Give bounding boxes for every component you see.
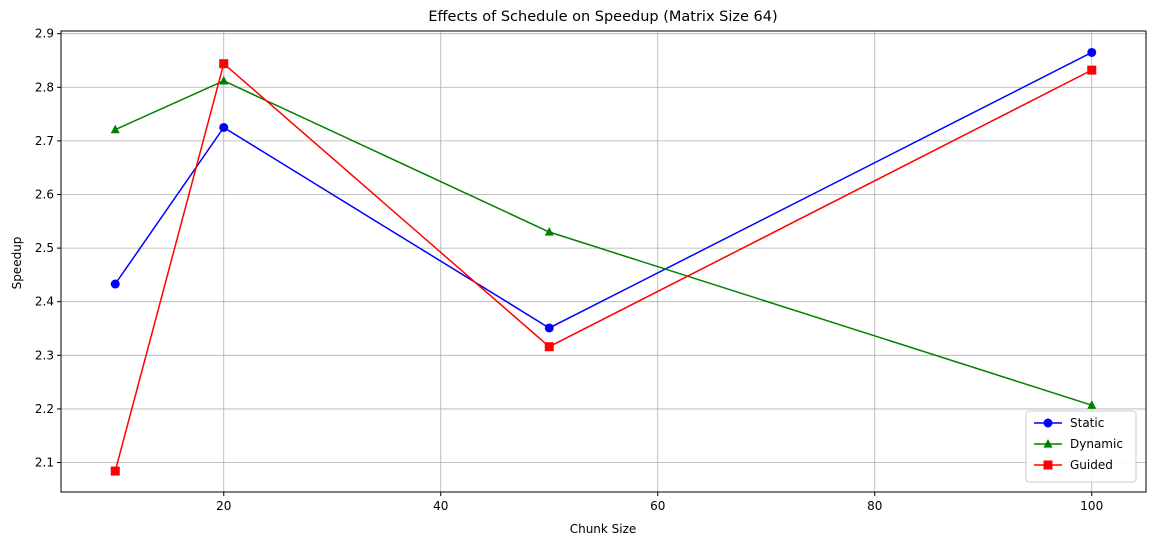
y-axis-ticks: 2.1 2.2 2.3 2.4 2.5 2.6 2.7 2.8 2.9 bbox=[35, 27, 61, 470]
legend-marker-dynamic bbox=[1043, 439, 1053, 448]
legend-item-guided: Guided bbox=[1034, 458, 1113, 472]
static-point bbox=[1087, 47, 1097, 57]
grid-lines bbox=[61, 31, 1146, 492]
y-tick-label: 2.3 bbox=[35, 348, 54, 362]
y-tick-label: 2.1 bbox=[35, 456, 54, 470]
x-tick-label: 20 bbox=[216, 499, 231, 513]
series-static bbox=[110, 47, 1097, 333]
dynamic-point bbox=[110, 124, 120, 134]
guided-point bbox=[544, 342, 554, 352]
legend-label-dynamic: Dynamic bbox=[1070, 437, 1123, 451]
y-axis-title: Speedup bbox=[10, 237, 24, 290]
legend-label-guided: Guided bbox=[1070, 458, 1113, 472]
legend-item-static: Static bbox=[1034, 416, 1104, 430]
legend-marker-guided bbox=[1043, 460, 1053, 470]
guided-point bbox=[110, 466, 120, 476]
y-tick-label: 2.5 bbox=[35, 241, 54, 255]
dynamic-line bbox=[114, 80, 1092, 406]
x-tick-label: 80 bbox=[867, 499, 882, 513]
guided-point bbox=[219, 59, 229, 69]
guided-line bbox=[114, 62, 1093, 472]
chart-title: Effects of Schedule on Speedup (Matrix S… bbox=[428, 9, 777, 25]
y-tick-label: 2.7 bbox=[35, 134, 54, 148]
y-tick-label: 2.2 bbox=[35, 402, 54, 416]
dynamic-point bbox=[219, 75, 229, 85]
legend-marker-static bbox=[1043, 418, 1053, 428]
series-dynamic bbox=[110, 75, 1097, 409]
y-tick-label: 2.6 bbox=[35, 187, 54, 201]
x-axis-title: Chunk Size bbox=[570, 522, 637, 536]
x-tick-label: 60 bbox=[650, 499, 665, 513]
plot-frame bbox=[60, 30, 1147, 493]
legend: Static Dynamic Guided bbox=[1025, 410, 1137, 483]
dynamic-point bbox=[1087, 400, 1097, 409]
y-tick-label: 2.8 bbox=[35, 80, 54, 94]
legend-label-static: Static bbox=[1070, 416, 1104, 430]
legend-item-dynamic: Dynamic bbox=[1034, 437, 1123, 451]
static-point bbox=[544, 323, 554, 333]
static-line bbox=[114, 51, 1093, 329]
dynamic-point bbox=[544, 227, 554, 236]
series-layer bbox=[110, 47, 1097, 476]
y-tick-label: 2.9 bbox=[35, 27, 54, 41]
x-tick-label: 100 bbox=[1080, 499, 1103, 513]
series-guided bbox=[110, 59, 1097, 476]
y-tick-label: 2.4 bbox=[35, 295, 54, 309]
x-tick-label: 40 bbox=[433, 499, 448, 513]
x-axis-ticks: 20 40 60 80 100 bbox=[216, 492, 1103, 513]
static-point bbox=[110, 279, 120, 289]
static-point bbox=[219, 122, 229, 132]
guided-point bbox=[1087, 65, 1097, 75]
